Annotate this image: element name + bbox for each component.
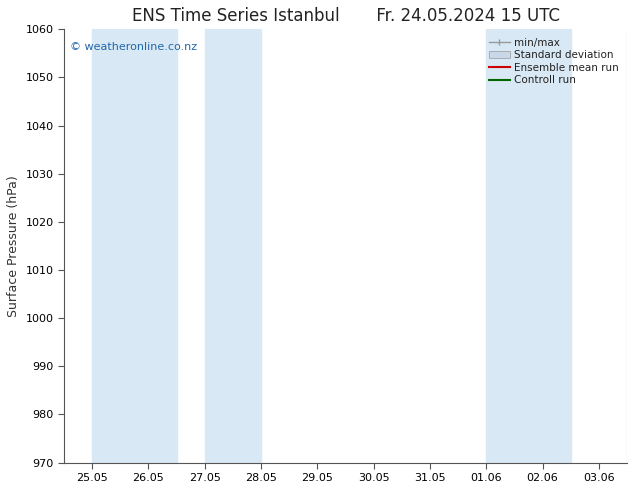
Title: ENS Time Series Istanbul       Fr. 24.05.2024 15 UTC: ENS Time Series Istanbul Fr. 24.05.2024 …	[131, 7, 560, 25]
Text: © weatheronline.co.nz: © weatheronline.co.nz	[70, 42, 197, 52]
Bar	[627, 29, 634, 463]
Bar	[205, 29, 261, 463]
Bar	[486, 29, 571, 463]
Y-axis label: Surface Pressure (hPa): Surface Pressure (hPa)	[7, 175, 20, 317]
Bar	[92, 29, 177, 463]
Legend: min/max, Standard deviation, Ensemble mean run, Controll run: min/max, Standard deviation, Ensemble me…	[486, 34, 622, 89]
